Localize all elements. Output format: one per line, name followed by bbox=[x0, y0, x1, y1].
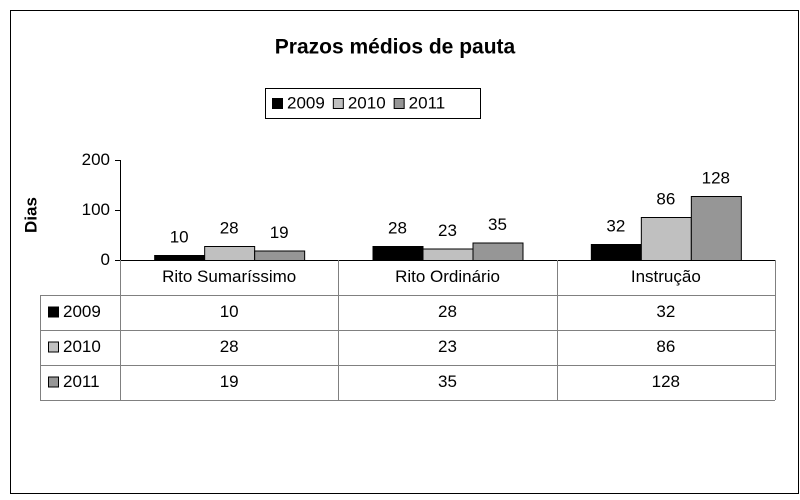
bar bbox=[590, 244, 642, 261]
bar bbox=[422, 248, 474, 261]
data-label: 23 bbox=[438, 221, 457, 240]
legend-label: 2009 bbox=[287, 93, 325, 112]
legend-label: 2011 bbox=[409, 93, 446, 112]
table-cell: 28 bbox=[220, 337, 239, 356]
bar bbox=[154, 255, 206, 261]
bar bbox=[372, 246, 424, 261]
data-label: 86 bbox=[656, 189, 675, 208]
chart-title: Prazos médios de pauta bbox=[275, 36, 516, 59]
legend-swatch bbox=[272, 98, 283, 109]
table-row-label: 2010 bbox=[63, 337, 101, 356]
table-cell: 86 bbox=[656, 337, 675, 356]
x-tick-label: Rito Sumaríssimo bbox=[162, 267, 296, 286]
table-cell: 128 bbox=[652, 372, 680, 391]
bar bbox=[254, 250, 306, 261]
bar bbox=[690, 196, 742, 261]
data-label: 28 bbox=[388, 218, 407, 237]
y-axis-label: Dias bbox=[21, 197, 40, 233]
x-tick-label: Rito Ordinário bbox=[395, 267, 500, 286]
data-label: 128 bbox=[702, 168, 730, 187]
legend-box bbox=[265, 88, 481, 119]
data-label: 35 bbox=[488, 215, 507, 234]
table-cell: 35 bbox=[438, 372, 457, 391]
data-label: 10 bbox=[170, 227, 189, 246]
table-cell: 32 bbox=[656, 302, 675, 321]
table-row-label: 2011 bbox=[63, 372, 100, 391]
table-cell: 28 bbox=[438, 302, 457, 321]
legend-swatch bbox=[393, 98, 405, 109]
bar bbox=[640, 217, 692, 261]
table-cell: 23 bbox=[438, 337, 457, 356]
data-label: 28 bbox=[220, 218, 239, 237]
data-label: 32 bbox=[606, 216, 625, 235]
bar bbox=[204, 246, 256, 261]
legend-label: 2010 bbox=[348, 93, 386, 112]
legend-swatch bbox=[332, 98, 344, 109]
table-legend-swatch bbox=[48, 306, 59, 318]
y-tick-label: 0 bbox=[101, 250, 110, 269]
table-legend-swatch bbox=[48, 376, 59, 388]
data-label: 19 bbox=[270, 223, 289, 242]
y-tick-label: 100 bbox=[82, 200, 110, 219]
table-cell: 19 bbox=[220, 372, 239, 391]
table-legend-swatch bbox=[48, 341, 59, 353]
bar bbox=[472, 242, 524, 261]
x-tick-label: Instrução bbox=[631, 267, 701, 286]
table-cell: 10 bbox=[220, 302, 239, 321]
table-row-label: 2009 bbox=[63, 302, 101, 321]
y-tick-label: 200 bbox=[82, 150, 110, 169]
